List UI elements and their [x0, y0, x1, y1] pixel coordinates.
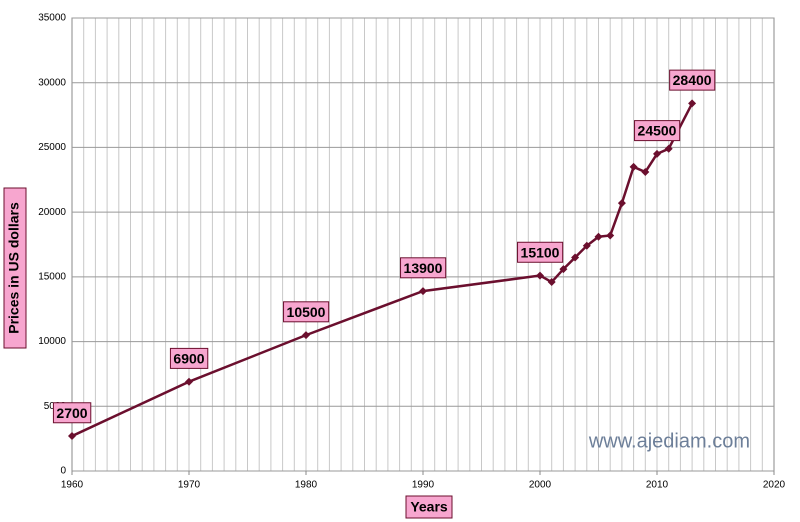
x-tick-label: 1990 — [412, 480, 435, 491]
marker — [594, 232, 603, 241]
marker — [629, 162, 638, 171]
grid — [72, 17, 774, 472]
y-tick-label: 0 — [60, 466, 66, 477]
y-tick-label: 35000 — [38, 13, 66, 24]
y-tick-label: 10000 — [38, 336, 66, 347]
marker — [571, 253, 580, 262]
data-label-box — [669, 69, 716, 91]
data-label: 28400 — [673, 72, 712, 88]
data-label: 2700 — [56, 405, 87, 421]
y-axis-label: Prices in US dollars — [6, 202, 22, 334]
data-label-box — [169, 347, 209, 369]
data-label: 6900 — [173, 350, 204, 366]
x-tick-label: 1960 — [61, 480, 84, 491]
data-label: 24500 — [638, 123, 677, 139]
marker — [664, 144, 673, 153]
marker — [617, 199, 626, 208]
x-tick-label: 2010 — [646, 480, 669, 491]
watermark: www.ajediam.com — [588, 430, 750, 452]
marker — [536, 271, 544, 280]
marker — [419, 287, 427, 296]
marker — [68, 432, 76, 441]
data-label-box — [52, 402, 92, 424]
data-label: 15100 — [521, 244, 560, 260]
marker — [185, 377, 193, 386]
x-tick-label: 2000 — [529, 480, 552, 491]
marker — [653, 149, 661, 158]
data-label-box — [517, 241, 564, 263]
x-tick-label: 2020 — [763, 480, 786, 491]
marker — [688, 99, 697, 108]
y-tick-label: 30000 — [38, 77, 66, 88]
y-tick-label: 15000 — [38, 271, 66, 282]
data-label: 13900 — [404, 260, 443, 276]
marker — [302, 331, 310, 340]
y-label-box — [3, 187, 27, 349]
y-tick-label: 25000 — [38, 142, 66, 153]
x-axis-label: Years — [410, 499, 448, 515]
marker — [559, 265, 568, 274]
marker — [582, 241, 591, 250]
marker — [641, 168, 650, 177]
data-label-box — [400, 257, 447, 279]
marker — [606, 231, 615, 240]
data-label-box — [634, 120, 681, 142]
x-label-box — [405, 495, 453, 519]
x-tick-label: 1970 — [178, 480, 201, 491]
marker — [547, 278, 556, 287]
data-label: 10500 — [287, 304, 326, 320]
data-label-box — [283, 301, 330, 323]
y-tick-label: 20000 — [38, 207, 66, 218]
x-tick-label: 1980 — [295, 480, 318, 491]
